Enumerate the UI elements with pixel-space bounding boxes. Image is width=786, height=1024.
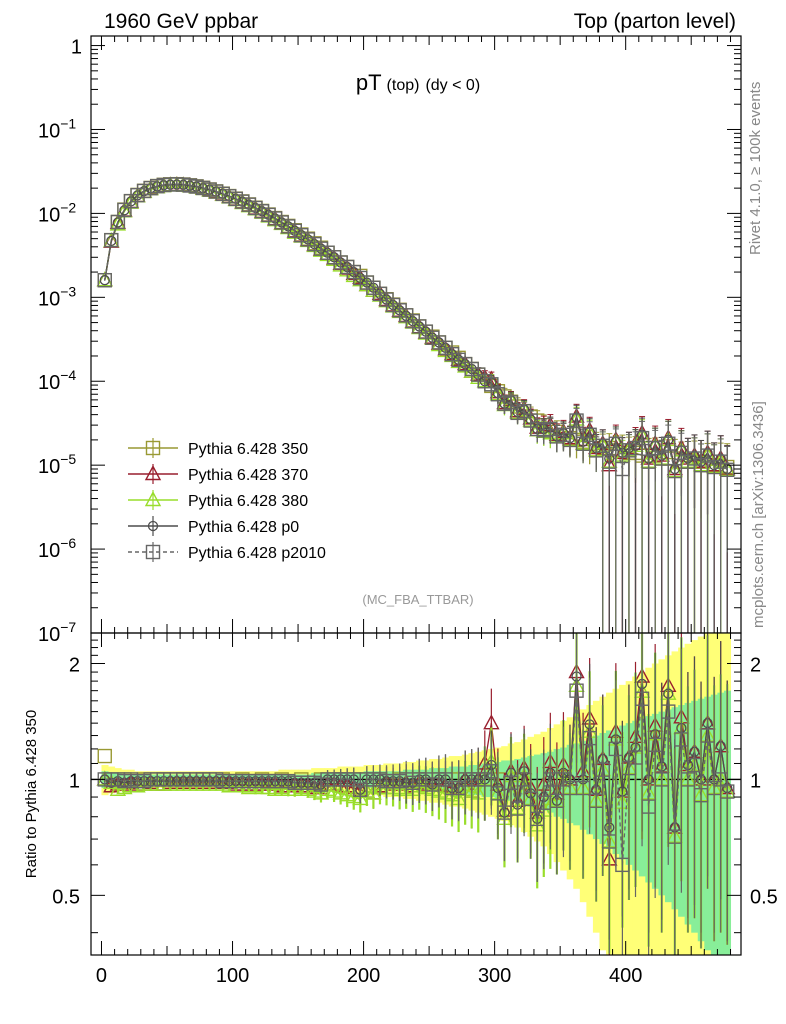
y-tick-label: 10−6: [38, 535, 76, 562]
main-y-axis: 110−110−210−310−410−510−610−7: [38, 37, 741, 646]
data-point: [104, 232, 119, 248]
source-label: mcplots.cern.ch [arXiv:1306.3436]: [750, 401, 767, 628]
series-p350: [97, 176, 735, 633]
data-point: [99, 275, 110, 286]
legend-marker: [145, 544, 161, 560]
y-tick-base: 10: [38, 456, 60, 478]
main-panel: 110−110−210−310−410−510−610−7 pT (top) (dy…: [38, 35, 742, 646]
x-tick-label: 0: [96, 965, 107, 987]
ratio-point: [312, 784, 330, 800]
y-tick-exponent: −2: [60, 199, 76, 215]
rivet-version-label: Rivet 4.1.0, ≥ 100k events: [747, 82, 764, 255]
legend-entry-p2010: Pythia 6.428 p2010: [128, 542, 326, 562]
x-tick-label: 200: [347, 965, 380, 987]
y-tick-label: 10−7: [38, 619, 76, 646]
ratio-y-axis: 0.5 0.5 1 1 2 2: [52, 639, 778, 934]
ratio-line: [104, 690, 728, 865]
ratio-y-tick-label-right: 1: [750, 770, 761, 792]
data-point: [106, 235, 117, 247]
legend-entry-p370: Pythia 6.428 370: [128, 464, 308, 484]
legend: Pythia 6.428 350 Pythia 6.428 370 Pythia 6…: [128, 438, 326, 562]
legend-label: Pythia 6.428 370: [188, 467, 308, 484]
main-frame: [90, 35, 742, 634]
data-point: [720, 462, 735, 478]
ratio-y-tick-label-right: 0.5: [750, 886, 778, 908]
data-point: [97, 272, 112, 288]
legend-marker: [145, 440, 161, 456]
y-tick-label: 10−3: [38, 283, 76, 310]
ratio-point: [595, 762, 610, 777]
legend-label: Pythia 6.428 350: [188, 441, 308, 458]
legend-label: Pythia 6.428 p2010: [188, 545, 326, 562]
y-tick-base: 10: [38, 120, 60, 142]
y-tick-base: 10: [38, 540, 60, 562]
y-tick-label: 1: [71, 37, 82, 59]
ratio-point: [365, 784, 382, 800]
data-point: [582, 427, 597, 443]
data-point: [112, 217, 124, 228]
ratio-point: [634, 691, 650, 706]
ratio-point: [569, 683, 584, 698]
y-tick-exponent: −4: [60, 367, 76, 383]
series-p380: [96, 176, 736, 633]
x-tick-label: 300: [478, 965, 511, 987]
y-tick-exponent: −6: [60, 535, 76, 551]
legend-entry-p350: Pythia 6.428 350: [128, 438, 308, 458]
ratio-data-area: [91, 633, 741, 955]
ratio-panel: 0.5 0.5 1 1 2 2 0 100 200 300 400 Ratio to Pythia…: [23, 36, 778, 987]
y-tick-base: 10: [38, 372, 60, 394]
x-tick-label: 100: [216, 965, 249, 987]
y-tick-base: 10: [38, 624, 60, 646]
y-tick-exponent: −3: [60, 283, 76, 299]
main-data-area: [96, 176, 736, 633]
ratio-y-tick-label: 1: [69, 770, 80, 792]
ratio-point: [109, 780, 127, 796]
ratio-y-label: Ratio to Pythia 6.428 350: [23, 710, 40, 878]
ratio-point: [582, 730, 597, 746]
y-tick-exponent: −7: [60, 619, 76, 635]
data-point: [634, 430, 650, 446]
series-p370: [96, 176, 736, 633]
ratio-point: [720, 784, 735, 799]
y-tick-label: 10−1: [38, 115, 76, 142]
series-p0: [99, 179, 733, 633]
process-label: Top (parton level): [574, 10, 736, 33]
ratio-point: [97, 748, 112, 764]
legend-entry-p380: Pythia 6.428 380: [128, 490, 308, 510]
y-tick-base: 10: [38, 288, 60, 310]
ratio-y-tick-label-right: 2: [750, 654, 761, 676]
ratio-series-p2010: [97, 633, 735, 955]
ratio-line: [104, 676, 728, 828]
legend-marker: [144, 465, 162, 481]
series-line-p2010: [104, 183, 728, 474]
series-p2010: [97, 177, 735, 633]
x-tick-label: 400: [609, 965, 642, 987]
x-axis: 0 100 200 300 400: [96, 36, 732, 987]
data-point: [661, 436, 676, 451]
y-tick-label: 10−2: [38, 199, 76, 226]
data-point: [569, 413, 584, 428]
legend-marker: [144, 491, 162, 507]
ratio-point: [352, 789, 369, 806]
collider-label: 1960 GeV ppbar: [104, 10, 258, 33]
data-point: [109, 215, 127, 231]
ratio-point: [661, 704, 676, 719]
data-point: [96, 271, 113, 287]
plot-title: pT (top) (dy < 0): [356, 70, 480, 95]
ratio-y-tick-label: 0.5: [52, 886, 80, 908]
y-tick-exponent: −5: [60, 451, 76, 467]
y-tick-label: 10−4: [38, 367, 76, 394]
ratio-point: [608, 741, 624, 757]
analysis-label: (MC_FBA_TTBAR): [362, 592, 473, 607]
legend-label: Pythia 6.428 380: [188, 493, 308, 510]
y-tick-label: 10−5: [38, 451, 76, 478]
y-tick-exponent: −1: [60, 115, 76, 131]
legend-label: Pythia 6.428 p0: [188, 519, 299, 536]
ratio-point: [266, 780, 284, 796]
ratio-y-tick-label: 2: [69, 654, 80, 676]
y-tick-base: 10: [38, 204, 60, 226]
legend-marker: [147, 520, 159, 532]
legend-entry-p0: Pythia 6.428 p0: [128, 516, 299, 536]
